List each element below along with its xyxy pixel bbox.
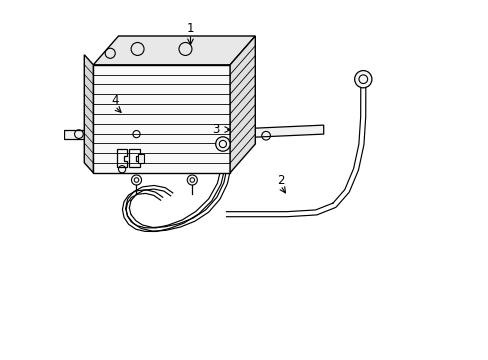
Circle shape [354, 71, 371, 88]
Text: 4: 4 [111, 94, 119, 107]
Polygon shape [93, 36, 255, 65]
Circle shape [131, 175, 141, 185]
Polygon shape [93, 65, 230, 173]
Polygon shape [84, 55, 93, 173]
Text: 2: 2 [276, 174, 284, 186]
Polygon shape [64, 130, 107, 139]
Text: 3: 3 [212, 123, 219, 136]
Polygon shape [230, 36, 255, 173]
Circle shape [215, 137, 230, 151]
FancyBboxPatch shape [137, 154, 144, 163]
Text: 1: 1 [186, 22, 194, 35]
Circle shape [187, 175, 197, 185]
Polygon shape [223, 125, 323, 139]
